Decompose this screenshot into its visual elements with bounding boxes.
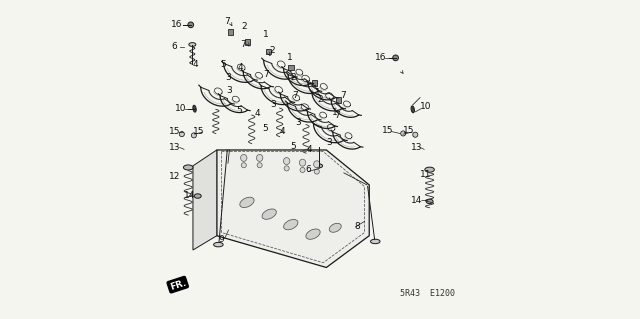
Ellipse shape xyxy=(184,165,193,170)
Ellipse shape xyxy=(300,167,305,173)
Circle shape xyxy=(393,55,399,61)
Text: 4: 4 xyxy=(193,60,198,69)
Text: 15: 15 xyxy=(193,127,204,136)
Text: 7: 7 xyxy=(340,91,346,100)
Text: 5R43  E1200: 5R43 E1200 xyxy=(401,289,456,298)
Circle shape xyxy=(401,131,406,136)
Circle shape xyxy=(191,133,196,138)
Ellipse shape xyxy=(257,154,263,161)
FancyBboxPatch shape xyxy=(244,39,250,45)
Text: 15: 15 xyxy=(381,126,393,135)
Ellipse shape xyxy=(329,223,341,232)
Ellipse shape xyxy=(241,154,247,161)
Text: 1: 1 xyxy=(315,88,321,97)
Ellipse shape xyxy=(300,159,306,166)
Ellipse shape xyxy=(262,209,276,219)
Text: 6: 6 xyxy=(305,165,311,174)
Text: 2: 2 xyxy=(241,22,247,31)
Ellipse shape xyxy=(316,164,323,168)
Text: 3: 3 xyxy=(227,86,232,95)
Text: 7: 7 xyxy=(225,17,230,26)
Text: 2: 2 xyxy=(318,95,323,104)
Text: 7: 7 xyxy=(335,111,340,120)
Ellipse shape xyxy=(284,158,290,165)
Text: 8: 8 xyxy=(355,222,360,231)
Text: 14: 14 xyxy=(184,190,195,200)
Ellipse shape xyxy=(284,219,298,230)
Text: 13: 13 xyxy=(411,143,422,152)
Text: 10: 10 xyxy=(420,102,431,111)
Text: 10: 10 xyxy=(175,104,186,113)
Ellipse shape xyxy=(193,105,196,112)
Text: 1: 1 xyxy=(262,31,268,40)
Text: 5: 5 xyxy=(290,142,296,151)
Ellipse shape xyxy=(426,199,433,204)
Text: 4: 4 xyxy=(280,127,285,136)
Text: 16: 16 xyxy=(171,20,182,29)
Text: 15: 15 xyxy=(169,127,180,136)
Ellipse shape xyxy=(194,194,201,198)
Text: 7: 7 xyxy=(263,70,269,79)
Ellipse shape xyxy=(241,163,246,168)
FancyBboxPatch shape xyxy=(266,49,271,54)
Text: 3: 3 xyxy=(326,138,332,147)
FancyBboxPatch shape xyxy=(312,80,317,86)
Ellipse shape xyxy=(314,169,319,174)
FancyBboxPatch shape xyxy=(288,64,294,70)
Text: 13: 13 xyxy=(169,143,180,152)
Ellipse shape xyxy=(240,197,254,208)
Text: 11: 11 xyxy=(420,170,431,179)
Text: 3: 3 xyxy=(270,100,276,109)
Ellipse shape xyxy=(214,242,223,247)
Text: 3: 3 xyxy=(296,118,301,128)
Text: 14: 14 xyxy=(411,196,422,205)
Text: 4: 4 xyxy=(307,145,313,154)
Circle shape xyxy=(179,131,184,137)
Ellipse shape xyxy=(371,239,380,244)
Text: 2: 2 xyxy=(269,46,275,56)
Text: 6: 6 xyxy=(172,42,177,51)
Polygon shape xyxy=(193,150,217,250)
FancyBboxPatch shape xyxy=(228,29,234,35)
Text: FR.: FR. xyxy=(168,278,187,292)
Ellipse shape xyxy=(411,106,415,113)
Text: 4: 4 xyxy=(237,63,243,72)
Text: 5: 5 xyxy=(220,60,226,69)
Ellipse shape xyxy=(257,163,262,168)
Ellipse shape xyxy=(189,43,196,47)
Ellipse shape xyxy=(284,166,289,171)
Text: 1: 1 xyxy=(332,108,338,117)
Polygon shape xyxy=(217,150,369,268)
Text: 3: 3 xyxy=(225,73,231,82)
Text: 5: 5 xyxy=(262,124,268,133)
Text: 16: 16 xyxy=(375,53,387,62)
Text: 1: 1 xyxy=(287,53,292,62)
Text: 5: 5 xyxy=(236,106,242,115)
Ellipse shape xyxy=(306,229,320,239)
Ellipse shape xyxy=(314,161,320,168)
Text: 9: 9 xyxy=(218,235,224,244)
Ellipse shape xyxy=(425,167,435,172)
FancyBboxPatch shape xyxy=(335,97,341,103)
Text: 7: 7 xyxy=(240,40,246,49)
Text: 4: 4 xyxy=(254,109,260,118)
Circle shape xyxy=(188,22,193,28)
Circle shape xyxy=(413,132,418,137)
Text: 7: 7 xyxy=(292,92,298,100)
Text: 12: 12 xyxy=(169,173,180,182)
Text: 15: 15 xyxy=(403,126,414,135)
Text: 2: 2 xyxy=(290,73,296,82)
